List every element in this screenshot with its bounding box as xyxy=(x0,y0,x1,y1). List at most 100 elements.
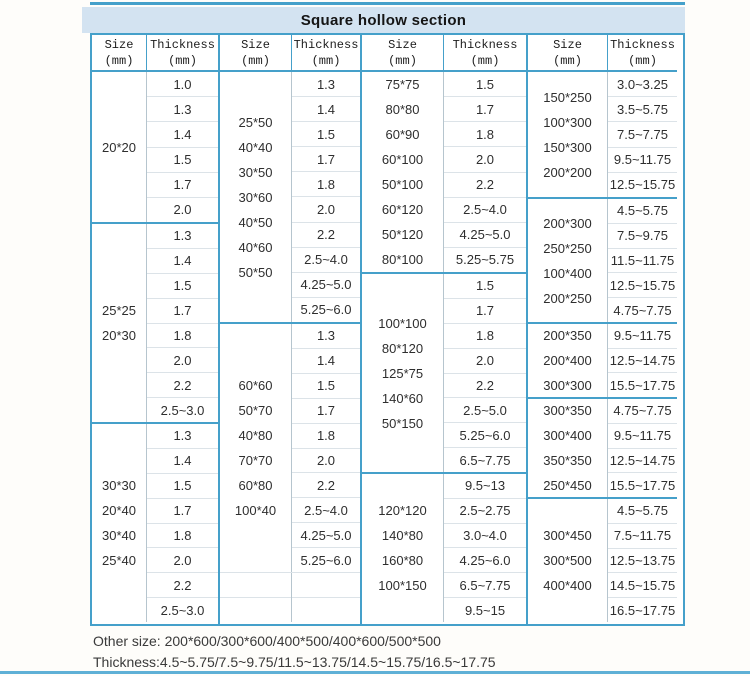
column-header-size: Size (mm) xyxy=(528,35,608,70)
thickness-value: 1.3 xyxy=(316,328,336,344)
thickness-value: 1.7 xyxy=(444,297,526,323)
size-value: 300*400 xyxy=(543,428,592,443)
size-value: 125*75 xyxy=(381,365,424,381)
column-header-size: Size (mm) xyxy=(92,35,147,70)
size-value: 140*80 xyxy=(381,528,424,543)
thickness-value: 5.25~5.75 xyxy=(444,246,526,272)
size-value: 160*80 xyxy=(381,553,424,568)
thickness-column: 4.5~5.75 7.5~11.75 12.5~13.75 14.5~15.75 16.… xyxy=(608,499,677,622)
thickness-value: 2.5~3.0 xyxy=(147,597,218,622)
thickness-value: 1.8 xyxy=(292,422,360,448)
group-header: Size (mm) Thickness (mm) xyxy=(528,35,677,72)
thickness-column xyxy=(292,573,360,622)
size-value: 60*80 xyxy=(238,478,273,493)
thickness-value: 12.5~15.75 xyxy=(608,272,677,297)
size-value: 40*60 xyxy=(238,239,273,255)
other-size-note: Other size: 200*600/300*600/400*500/400*… xyxy=(93,633,441,649)
table-section: 25*25 20*30 1.3 1.4 1.5 1.7 1.8 2.0 2.2 2.5~3.0 xyxy=(92,222,218,422)
size-value: 60*90 xyxy=(385,127,420,142)
thickness-value: 12.5~14.75 xyxy=(608,447,677,473)
column-header-size: Size (mm) xyxy=(220,35,292,70)
header-label: Thickness xyxy=(150,37,215,52)
size-cell: 150*250 100*300 150*300 200*200 xyxy=(528,72,608,197)
size-value: 250*450 xyxy=(543,478,592,493)
table-section: 75*75 80*80 60*90 60*100 50*100 60*120 50*120 8… xyxy=(362,72,526,272)
size-value: 200*350 xyxy=(543,328,592,343)
size-cell: 200*300 250*250 100*400 200*250 xyxy=(528,199,608,322)
size-value: 60*100 xyxy=(381,152,424,167)
size-value: 40*50 xyxy=(238,214,273,230)
size-value: 300*350 xyxy=(543,403,592,418)
thickness-value: 4.25~5.0 xyxy=(292,271,360,297)
size-value: 120*120 xyxy=(378,503,427,518)
size-value: 80*100 xyxy=(381,252,424,267)
thickness-column: 1.3 1.4 1.5 1.7 1.8 2.0 2.2 2.5~3.0 xyxy=(147,424,218,622)
header-label: Thickness xyxy=(293,37,359,52)
thickness-value: 5.25~6.0 xyxy=(292,547,360,572)
thickness-value: 11.5~11.75 xyxy=(608,247,677,273)
size-value: 100*100 xyxy=(378,315,427,331)
size-value: 70*70 xyxy=(238,453,273,468)
header-unit: (mm) xyxy=(470,53,500,68)
top-accent-line xyxy=(90,2,685,5)
size-value: 100*40 xyxy=(234,503,277,518)
thickness-value: 1.7 xyxy=(147,497,218,523)
thickness-value: 1.4 xyxy=(147,247,218,273)
thickness-value: 2.0 xyxy=(147,547,218,572)
thickness-value: 1.8 xyxy=(444,322,526,348)
thickness-value: 16.5~17.75 xyxy=(608,597,677,622)
size-value: 50*100 xyxy=(381,177,424,192)
thickness-value: 1.7 xyxy=(147,297,218,323)
column-header-thickness: Thickness (mm) xyxy=(292,35,360,70)
thickness-value: 1.8 xyxy=(292,171,360,196)
thickness-value: 9.5~15 xyxy=(444,597,526,622)
thickness-value: 4.5~5.75 xyxy=(617,203,668,219)
thickness-value: 1.7 xyxy=(292,146,360,171)
header-label: Thickness xyxy=(452,37,518,52)
thickness-value: 1.0 xyxy=(173,76,192,92)
header-label: Size xyxy=(104,37,134,52)
size-cell: 300*450 300*500 400*400 xyxy=(528,499,608,622)
thickness-value: 1.5 xyxy=(147,272,218,298)
thickness-value: 1.4 xyxy=(147,447,218,473)
thickness-value: 5.25~6.0 xyxy=(292,296,360,322)
table-section: 200*350 200*400 300*300 9.5~11.75 12.5~14.75… xyxy=(528,322,677,397)
thickness-value: 3.5~5.75 xyxy=(608,96,677,121)
thickness-value: 4.5~5.75 xyxy=(617,503,668,519)
thickness-value: 3.0~4.0 xyxy=(444,522,526,548)
thickness-value: 15.5~17.75 xyxy=(608,472,677,497)
header-unit: (mm) xyxy=(241,53,270,68)
size-value: 50*120 xyxy=(381,227,424,242)
size-value: 50*150 xyxy=(381,415,424,431)
group-header: Size (mm) Thickness (mm) xyxy=(362,35,526,72)
thickness-value: 2.0 xyxy=(292,447,360,473)
thickness-column: 4.75~7.75 9.5~11.75 12.5~14.75 15.5~17.75 xyxy=(608,399,677,497)
size-value: 25*50 xyxy=(238,114,273,130)
header-unit: (mm) xyxy=(311,53,341,68)
thickness-value: 1.4 xyxy=(147,121,218,146)
column-header-thickness: Thickness (mm) xyxy=(444,35,526,70)
thickness-value: 2.2 xyxy=(444,372,526,398)
footer-notes: Other size: 200*600/300*600/400*500/400*… xyxy=(93,631,496,673)
size-cell: 30*30 20*40 30*40 25*40 xyxy=(92,424,147,622)
header-label: Size xyxy=(553,37,582,52)
thickness-value: 1.8 xyxy=(444,121,526,146)
size-value: 250*250 xyxy=(543,240,592,256)
thickness-column: 9.5~11.75 12.5~14.75 15.5~17.75 xyxy=(608,324,677,397)
thickness-value: 9.5~11.75 xyxy=(613,328,672,344)
thickness-value: 2.0 xyxy=(292,196,360,221)
table-section: 200*300 250*250 100*400 200*250 4.5~5.75 7.5~… xyxy=(528,197,677,322)
thickness-value: 1.7 xyxy=(147,171,218,197)
thickness-value: 4.25~5.0 xyxy=(444,221,526,247)
thickness-value: 2.0 xyxy=(444,347,526,373)
size-value: 400*400 xyxy=(543,578,592,593)
table-section: 300*350 300*400 350*350 250*450 4.75~7.75 9.5… xyxy=(528,397,677,497)
size-value: 200*250 xyxy=(543,290,592,306)
thickness-value: 1.7 xyxy=(292,397,360,423)
thickness-value: 2.5~4.0 xyxy=(292,246,360,272)
thickness-value: 1.5 xyxy=(292,372,360,398)
thickness-value: 2.5~3.0 xyxy=(147,397,218,422)
table-group: Size (mm) Thickness (mm) 75*75 80*80 60*90 60*1… xyxy=(360,35,526,624)
thickness-value: 3.0~3.25 xyxy=(617,76,668,92)
size-value: 80*120 xyxy=(381,340,424,356)
